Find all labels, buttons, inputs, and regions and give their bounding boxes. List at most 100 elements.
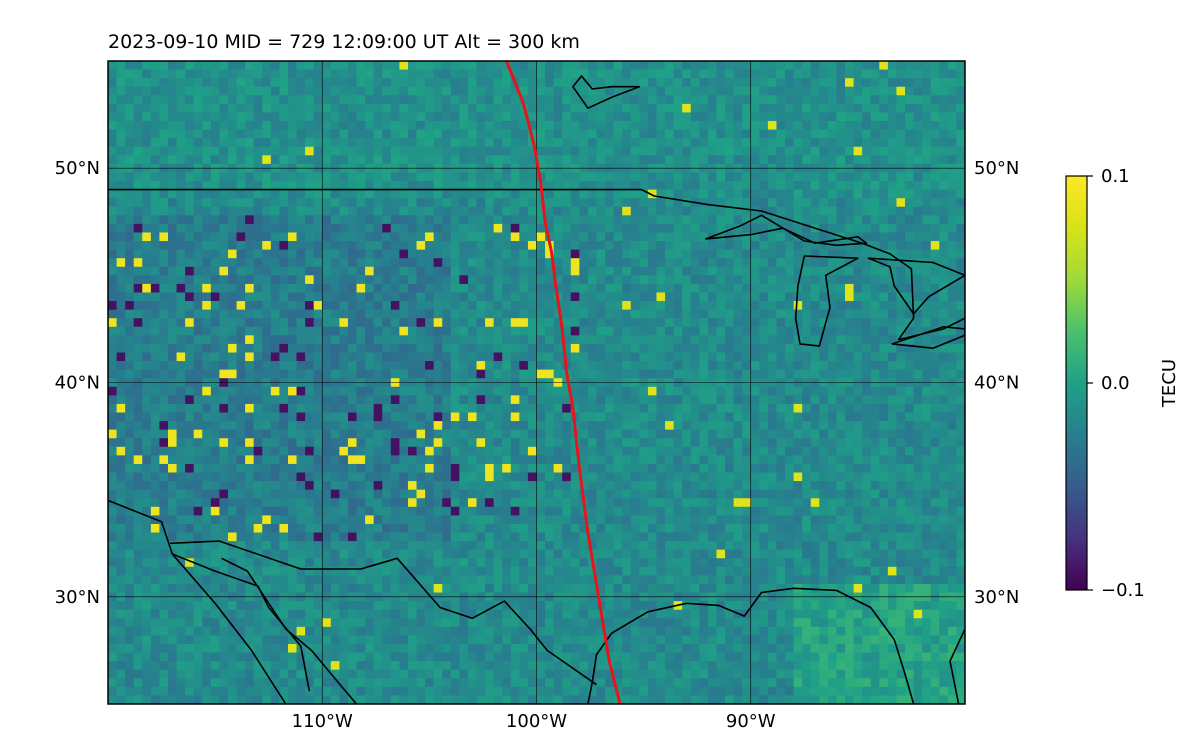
heatmap-cell: [596, 103, 606, 114]
heatmap-cell: [913, 146, 923, 156]
heatmap-cell: [108, 232, 118, 242]
heatmap-cell: [785, 138, 795, 148]
heatmap-cell: [150, 206, 161, 216]
heatmap-cell: [707, 86, 718, 96]
heatmap-cell: [142, 352, 152, 362]
heatmap-cell: [776, 301, 786, 311]
heatmap-cell: [802, 95, 812, 105]
heatmap-cell: [836, 283, 846, 294]
heatmap-cell: [176, 318, 186, 328]
heatmap-cell: [270, 249, 280, 259]
heatmap-cell: [622, 215, 632, 225]
heatmap-cell: [819, 275, 829, 285]
heatmap-cell: [236, 78, 246, 88]
heatmap-cell: [905, 412, 915, 422]
heatmap-cell: [108, 275, 118, 285]
heatmap-cell: [519, 309, 529, 319]
heatmap-cell: [742, 438, 752, 448]
heatmap-cell: [707, 103, 718, 114]
heatmap-cell: [742, 309, 752, 319]
heatmap-cell: [742, 403, 752, 414]
heatmap-cell: [382, 189, 392, 199]
heatmap-cell: [219, 438, 229, 448]
heatmap-cell: [587, 223, 598, 234]
heatmap-cell: [450, 412, 460, 422]
heatmap-cell: [227, 86, 238, 96]
heatmap-cell: [245, 438, 255, 448]
heatmap-cell: [845, 181, 855, 191]
heatmap-cell: [510, 121, 520, 131]
heatmap-cell: [956, 241, 965, 251]
heatmap-cell: [159, 446, 169, 456]
heatmap-cell: [510, 403, 520, 414]
heatmap-cell: [167, 455, 178, 465]
heatmap-cell: [176, 395, 186, 405]
heatmap-cell: [896, 215, 906, 225]
heatmap-cell: [485, 146, 495, 156]
heatmap-cell: [956, 223, 965, 234]
heatmap-cell: [407, 412, 418, 422]
heatmap-cell: [125, 258, 135, 268]
heatmap-cell: [467, 138, 478, 148]
heatmap-cell: [750, 292, 760, 302]
heatmap-cell: [313, 361, 323, 371]
heatmap-cell: [913, 181, 923, 191]
heatmap-cell: [725, 309, 735, 319]
heatmap-cell: [742, 95, 752, 105]
heatmap-cell: [296, 309, 306, 319]
heatmap-cell: [810, 95, 820, 105]
heatmap-cell: [133, 301, 143, 311]
heatmap-cell: [185, 386, 195, 396]
heatmap-cell: [356, 429, 366, 439]
heatmap-cell: [913, 292, 923, 302]
heatmap-cell: [502, 103, 512, 114]
heatmap-cell: [365, 112, 375, 122]
heatmap-cell: [287, 258, 298, 268]
heatmap-cell: [347, 206, 358, 216]
heatmap-cell: [467, 266, 478, 276]
heatmap-cell: [947, 403, 958, 414]
heatmap-cell: [485, 403, 495, 414]
heatmap-cell: [305, 438, 315, 448]
heatmap-cell: [510, 275, 520, 285]
heatmap-cell: [347, 78, 358, 88]
heatmap-cell: [862, 481, 872, 491]
heatmap-cell: [382, 403, 392, 414]
heatmap-cell: [956, 403, 965, 414]
heatmap-cell: [296, 95, 306, 105]
heatmap-cell: [305, 223, 315, 234]
heatmap-cell: [793, 292, 803, 302]
heatmap-cell: [347, 61, 358, 71]
heatmap-cell: [939, 61, 949, 71]
heatmap-cell: [210, 223, 221, 234]
heatmap-cell: [150, 335, 161, 345]
heatmap-cell: [759, 86, 769, 96]
heatmap-cell: [545, 129, 555, 139]
heatmap-cell: [425, 223, 435, 234]
heatmap-cell: [879, 241, 889, 251]
heatmap-cell: [210, 155, 221, 165]
heatmap-cell: [665, 155, 675, 165]
heatmap-cell: [527, 395, 538, 405]
heatmap-cell: [510, 181, 520, 191]
heatmap-cell: [450, 61, 460, 71]
heatmap-cell: [836, 121, 846, 131]
heatmap-cell: [613, 206, 623, 216]
heatmap-cell: [347, 241, 358, 251]
heatmap-cell: [356, 472, 366, 482]
heatmap-cell: [450, 275, 460, 285]
heatmap-cell: [467, 455, 478, 465]
heatmap-cell: [485, 352, 495, 362]
heatmap-cell: [827, 103, 838, 114]
heatmap-cell: [665, 438, 675, 448]
heatmap-cell: [605, 129, 615, 139]
heatmap-cell: [587, 266, 598, 276]
heatmap-cell: [690, 395, 700, 405]
heatmap-cell: [108, 258, 118, 268]
heatmap-cell: [407, 78, 418, 88]
heatmap-cell: [690, 318, 700, 328]
heatmap-cell: [742, 86, 752, 96]
heatmap-cell: [665, 369, 675, 379]
heatmap-cell: [956, 232, 965, 242]
heatmap-cell: [287, 146, 298, 156]
